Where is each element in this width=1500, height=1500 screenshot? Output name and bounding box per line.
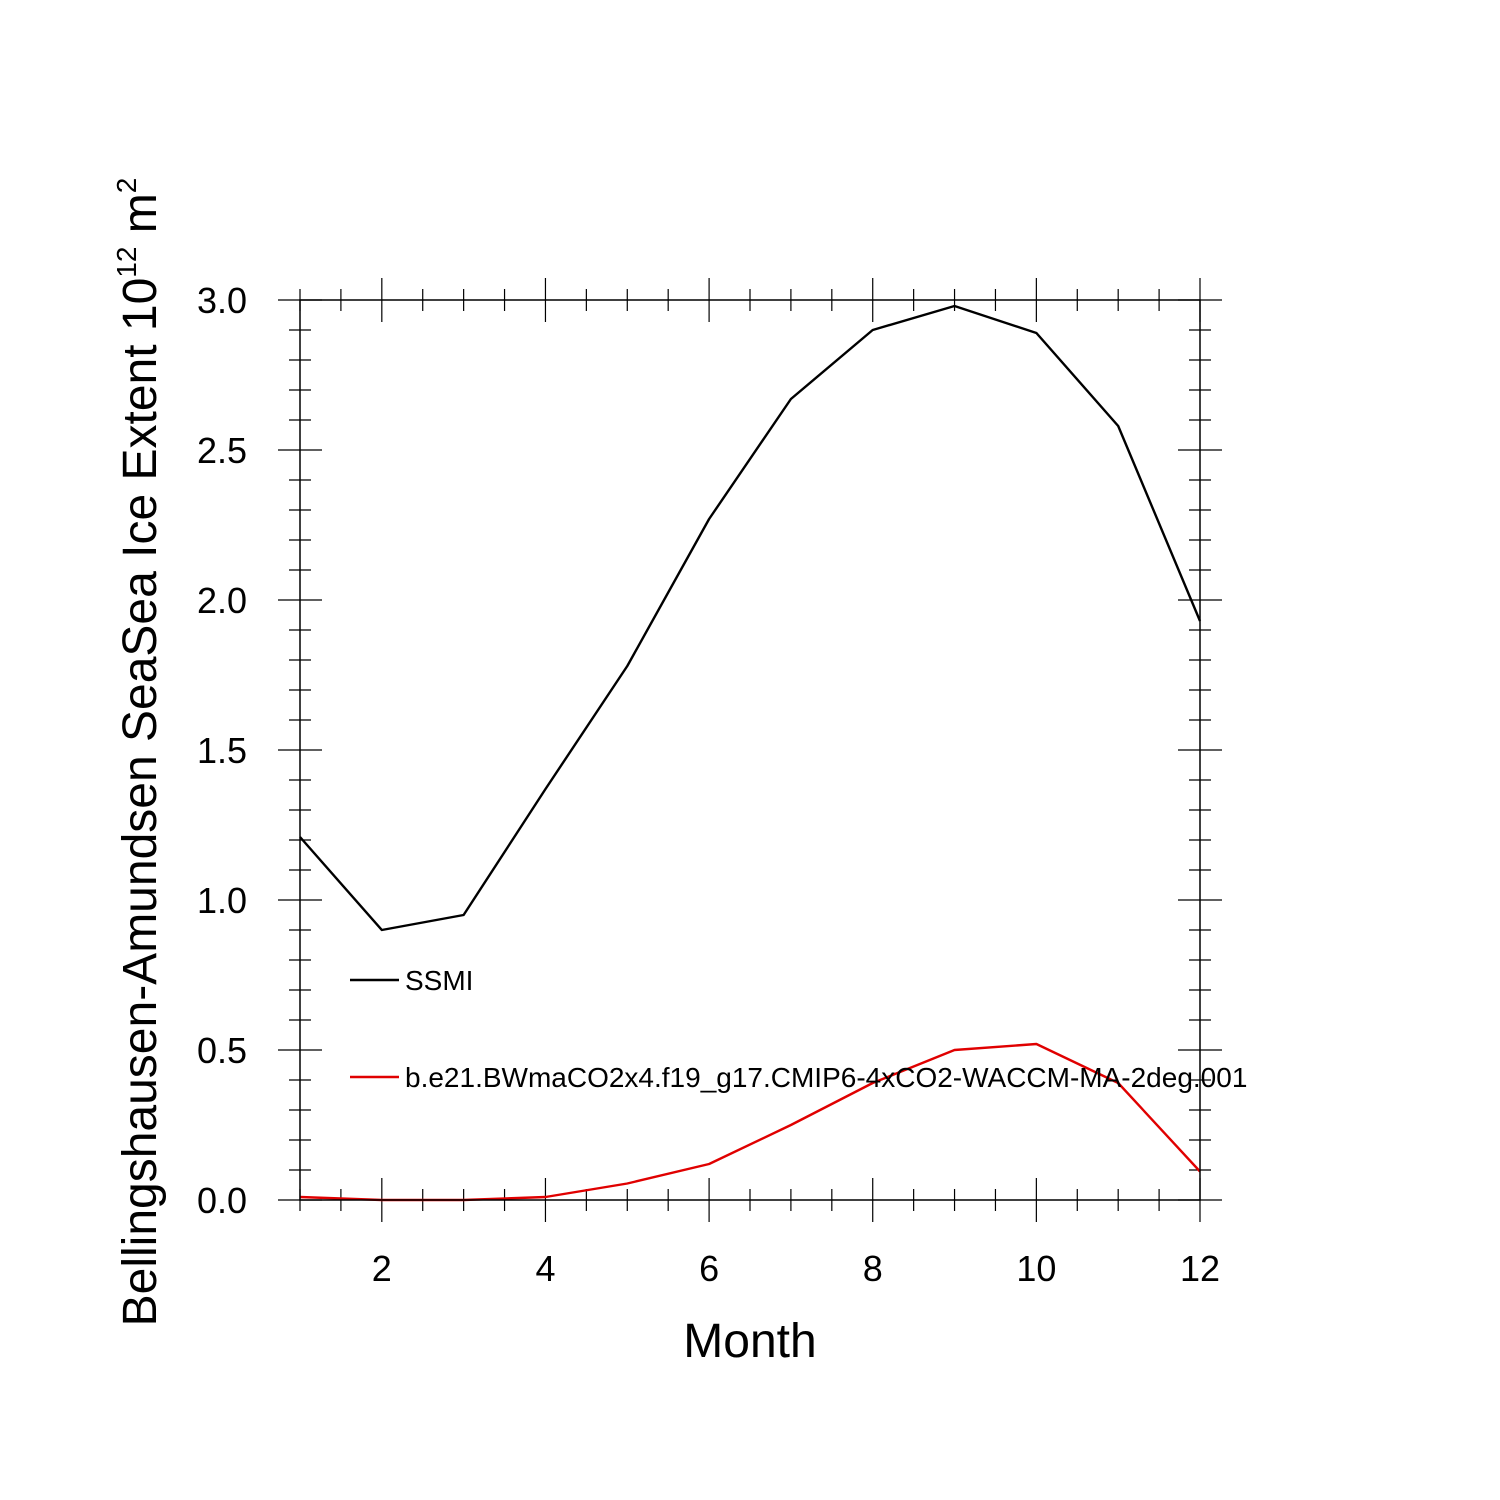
y-tick-label: 1.5 bbox=[197, 730, 247, 771]
y-tick-label: 3.0 bbox=[197, 280, 247, 321]
y-tick-label: 0.0 bbox=[197, 1180, 247, 1221]
y-tick-label: 2.5 bbox=[197, 430, 247, 471]
x-tick-label: 2 bbox=[372, 1248, 392, 1289]
x-tick-label: 10 bbox=[1016, 1248, 1056, 1289]
x-tick-label: 4 bbox=[535, 1248, 555, 1289]
y-axis-title-unit: m bbox=[114, 193, 167, 246]
series-line-ssmi bbox=[299, 304, 1202, 932]
y-tick-label: 1.0 bbox=[197, 880, 247, 921]
y-tick-label: 2.0 bbox=[197, 580, 247, 621]
y-axis-title-unit-exponent: 2 bbox=[111, 178, 142, 194]
y-axis-title-exponent: 12 bbox=[111, 247, 142, 278]
y-tick-label: 0.5 bbox=[197, 1030, 247, 1071]
legend: SSMI b.e21.BWmaCO2x4.f19_g17.CMIP6-4xCO2-… bbox=[350, 965, 1247, 1093]
legend-label: SSMI bbox=[405, 965, 473, 996]
y-tick-labels: 0.0 0.5 1.0 1.5 2.0 2.5 3.0 bbox=[197, 280, 247, 1221]
x-tick-label: 12 bbox=[1180, 1248, 1220, 1289]
x-axis-title: Month bbox=[683, 1315, 816, 1368]
y-axis-title: Bellingshausen-Amundsen SeaSea Ice Exten… bbox=[111, 178, 167, 1327]
x-tick-labels: 2 4 6 8 10 12 bbox=[372, 1248, 1220, 1289]
legend-label: b.e21.BWmaCO2x4.f19_g17.CMIP6-4xCO2-WACC… bbox=[405, 1062, 1247, 1093]
y-axis-title-main: Bellingshausen-Amundsen SeaSea Ice Exten… bbox=[114, 278, 167, 1327]
x-tick-label: 6 bbox=[699, 1248, 719, 1289]
x-tick-label: 8 bbox=[863, 1248, 883, 1289]
plot-frame bbox=[299, 299, 1201, 1201]
